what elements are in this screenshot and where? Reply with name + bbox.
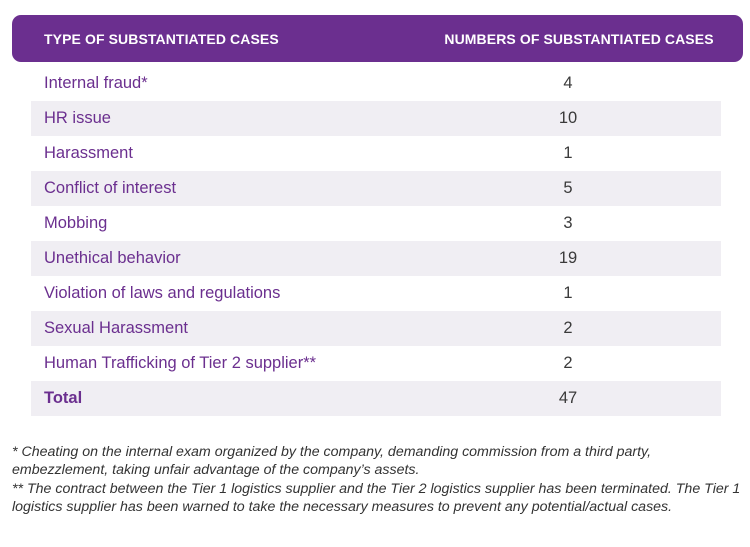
case-type-cell: Unethical behavior	[44, 249, 181, 267]
table-body: Internal fraud* 4 HR issue 10 Harassment…	[31, 66, 721, 416]
substantiated-cases-table: TYPE OF SUBSTANTIATED CASES NUMBERS OF S…	[12, 15, 743, 416]
footnote-internal-fraud: * Cheating on the internal exam organize…	[12, 444, 652, 479]
header-number-of-cases: NUMBERS OF SUBSTANTIATED CASES	[444, 30, 714, 47]
table-row: Conflict of interest 5	[31, 171, 721, 206]
table-row: Unethical behavior 19	[31, 241, 721, 276]
case-count-cell: 2	[563, 354, 573, 372]
case-type-cell: HR issue	[44, 109, 111, 127]
table-header: TYPE OF SUBSTANTIATED CASES NUMBERS OF S…	[12, 15, 743, 62]
case-type-cell: Mobbing	[44, 214, 108, 232]
case-type-cell: Human Trafficking of Tier 2 supplier**	[44, 354, 317, 372]
total-row: Total 47	[31, 381, 721, 416]
table-row: Sexual Harassment 2	[31, 311, 721, 346]
case-count-cell: 5	[563, 179, 573, 197]
case-count-cell: 1	[563, 284, 573, 302]
case-count-cell: 10	[558, 109, 578, 127]
table-row: HR issue 10	[31, 101, 721, 136]
case-type-cell: Violation of laws and regulations	[44, 284, 281, 302]
table-row: Mobbing 3	[31, 206, 721, 241]
case-count-cell: 4	[563, 74, 573, 92]
case-type-cell: Conflict of interest	[44, 179, 177, 197]
total-label: Total	[44, 389, 83, 407]
case-type-cell: Internal fraud*	[44, 74, 148, 92]
case-count-cell: 1	[563, 144, 573, 162]
table-row: Human Trafficking of Tier 2 supplier** 2	[31, 346, 721, 381]
table-row: Harassment 1	[31, 136, 721, 171]
case-type-cell: Harassment	[44, 144, 133, 162]
header-type-of-cases: TYPE OF SUBSTANTIATED CASES	[44, 30, 279, 47]
case-type-cell: Sexual Harassment	[44, 319, 188, 337]
table-row: Internal fraud* 4	[31, 66, 721, 101]
total-count: 47	[558, 389, 578, 407]
table-row: Violation of laws and regulations 1	[31, 276, 721, 311]
footnotes: * Cheating on the internal exam organize…	[12, 443, 742, 517]
case-count-cell: 19	[558, 249, 578, 267]
case-count-cell: 2	[563, 319, 573, 337]
case-count-cell: 3	[563, 214, 573, 232]
footnote-human-trafficking: ** The contract between the Tier 1 logis…	[12, 480, 741, 516]
